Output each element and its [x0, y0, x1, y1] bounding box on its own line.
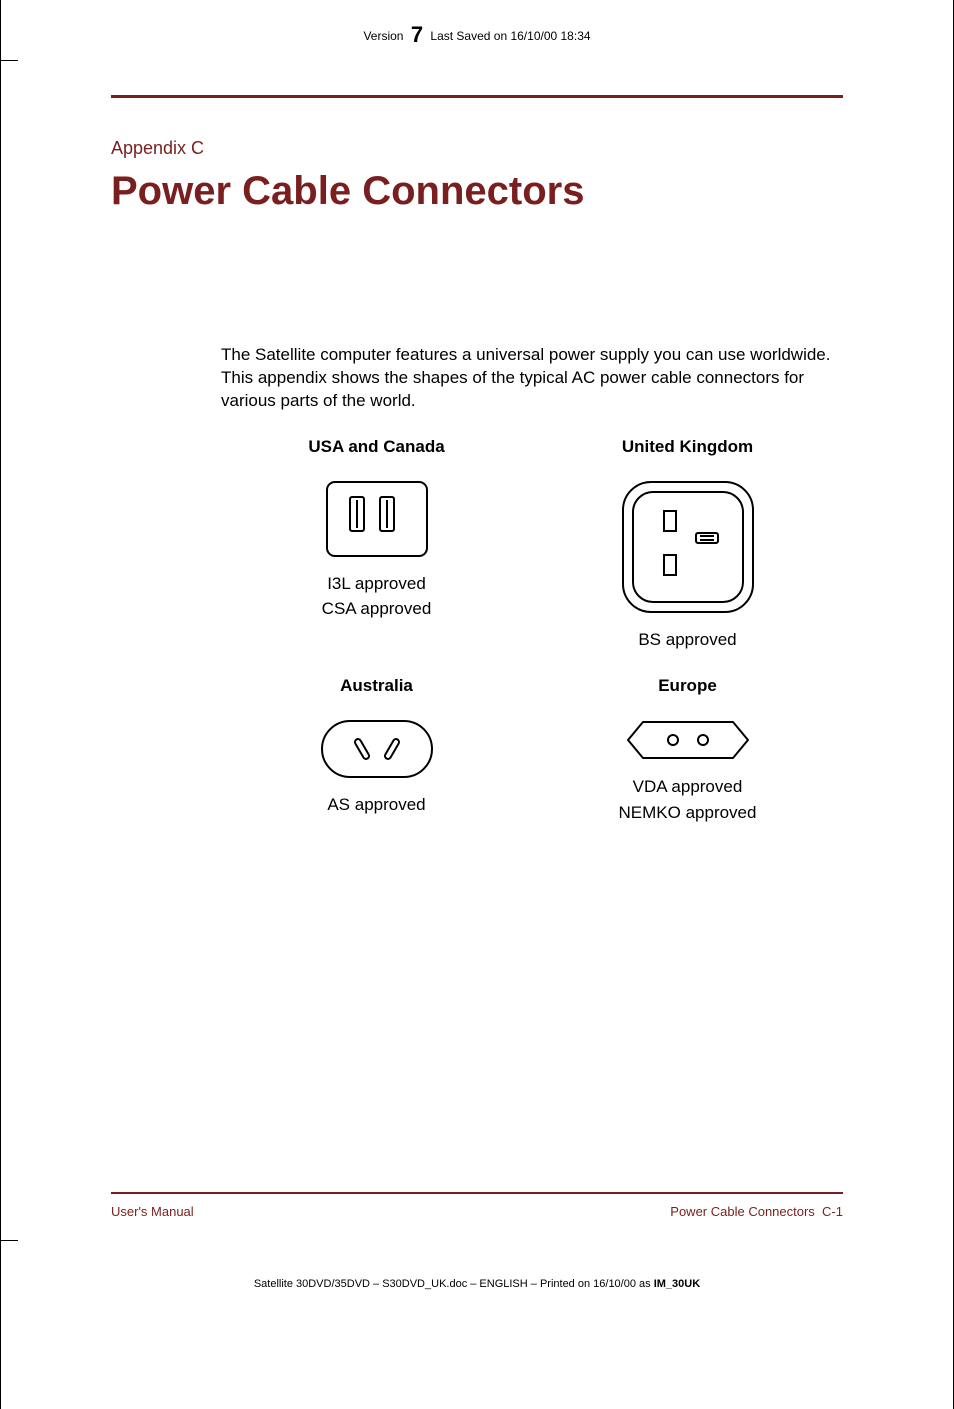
footer-line: User's Manual Power Cable Connectors C-1: [111, 1204, 843, 1219]
plug-diagram-uk: [618, 477, 758, 617]
plug-caption-usa: I3L approved CSA approved: [221, 571, 532, 622]
footer-right-title: Power Cable Connectors: [670, 1204, 815, 1219]
crop-mark: [0, 1240, 18, 1241]
footer-left: User's Manual: [111, 1204, 194, 1219]
plug-heading-au: Australia: [221, 676, 532, 696]
last-saved-label: Last Saved on 16/10/00 18:34: [430, 29, 590, 43]
print-prefix: Satellite 30DVD/35DVD – S30DVD_UK.doc – …: [254, 1278, 654, 1290]
footer-right: Power Cable Connectors C-1: [670, 1204, 843, 1219]
page-header: Version 7 Last Saved on 16/10/00 18:34: [1, 22, 953, 48]
plug-diagram-au: [317, 716, 437, 782]
plug-caption-eu: VDA approved NEMKO approved: [532, 774, 843, 825]
crop-mark: [0, 60, 18, 61]
caption-line: VDA approved: [532, 774, 843, 800]
caption-line: AS approved: [221, 792, 532, 818]
plug-grid: USA and Canada I3L approved CSA approved: [221, 437, 843, 826]
version-number: 7: [407, 22, 427, 47]
footer-right-page: C-1: [822, 1204, 843, 1219]
intro-paragraph: The Satellite computer features a univer…: [221, 344, 843, 413]
plug-diagram-eu: [623, 716, 753, 764]
plug-heading-eu: Europe: [532, 676, 843, 696]
version-label: Version: [363, 29, 403, 43]
print-bold: IM_30UK: [654, 1278, 700, 1290]
footer-rule: [111, 1192, 843, 1194]
plug-heading-uk: United Kingdom: [532, 437, 843, 457]
print-line: Satellite 30DVD/35DVD – S30DVD_UK.doc – …: [1, 1278, 953, 1290]
plug-cell-usa: USA and Canada I3L approved CSA approved: [221, 437, 532, 653]
plug-diagram-usa: [322, 477, 432, 561]
caption-line: BS approved: [532, 627, 843, 653]
page: Version 7 Last Saved on 16/10/00 18:34 A…: [0, 0, 954, 1409]
section-rule: [111, 95, 843, 98]
caption-line: CSA approved: [221, 596, 532, 622]
plug-cell-uk: United Kingdom BS approved: [532, 437, 843, 653]
plug-heading-usa: USA and Canada: [221, 437, 532, 457]
caption-line: NEMKO approved: [532, 800, 843, 826]
plug-cell-au: Australia AS approved: [221, 676, 532, 825]
page-title: Power Cable Connectors: [111, 169, 843, 214]
appendix-label: Appendix C: [111, 138, 843, 159]
plug-caption-uk: BS approved: [532, 627, 843, 653]
plug-cell-eu: Europe VDA approved NEMKO approved: [532, 676, 843, 825]
plug-caption-au: AS approved: [221, 792, 532, 818]
content-area: Appendix C Power Cable Connectors The Sa…: [111, 95, 843, 1289]
caption-line: I3L approved: [221, 571, 532, 597]
